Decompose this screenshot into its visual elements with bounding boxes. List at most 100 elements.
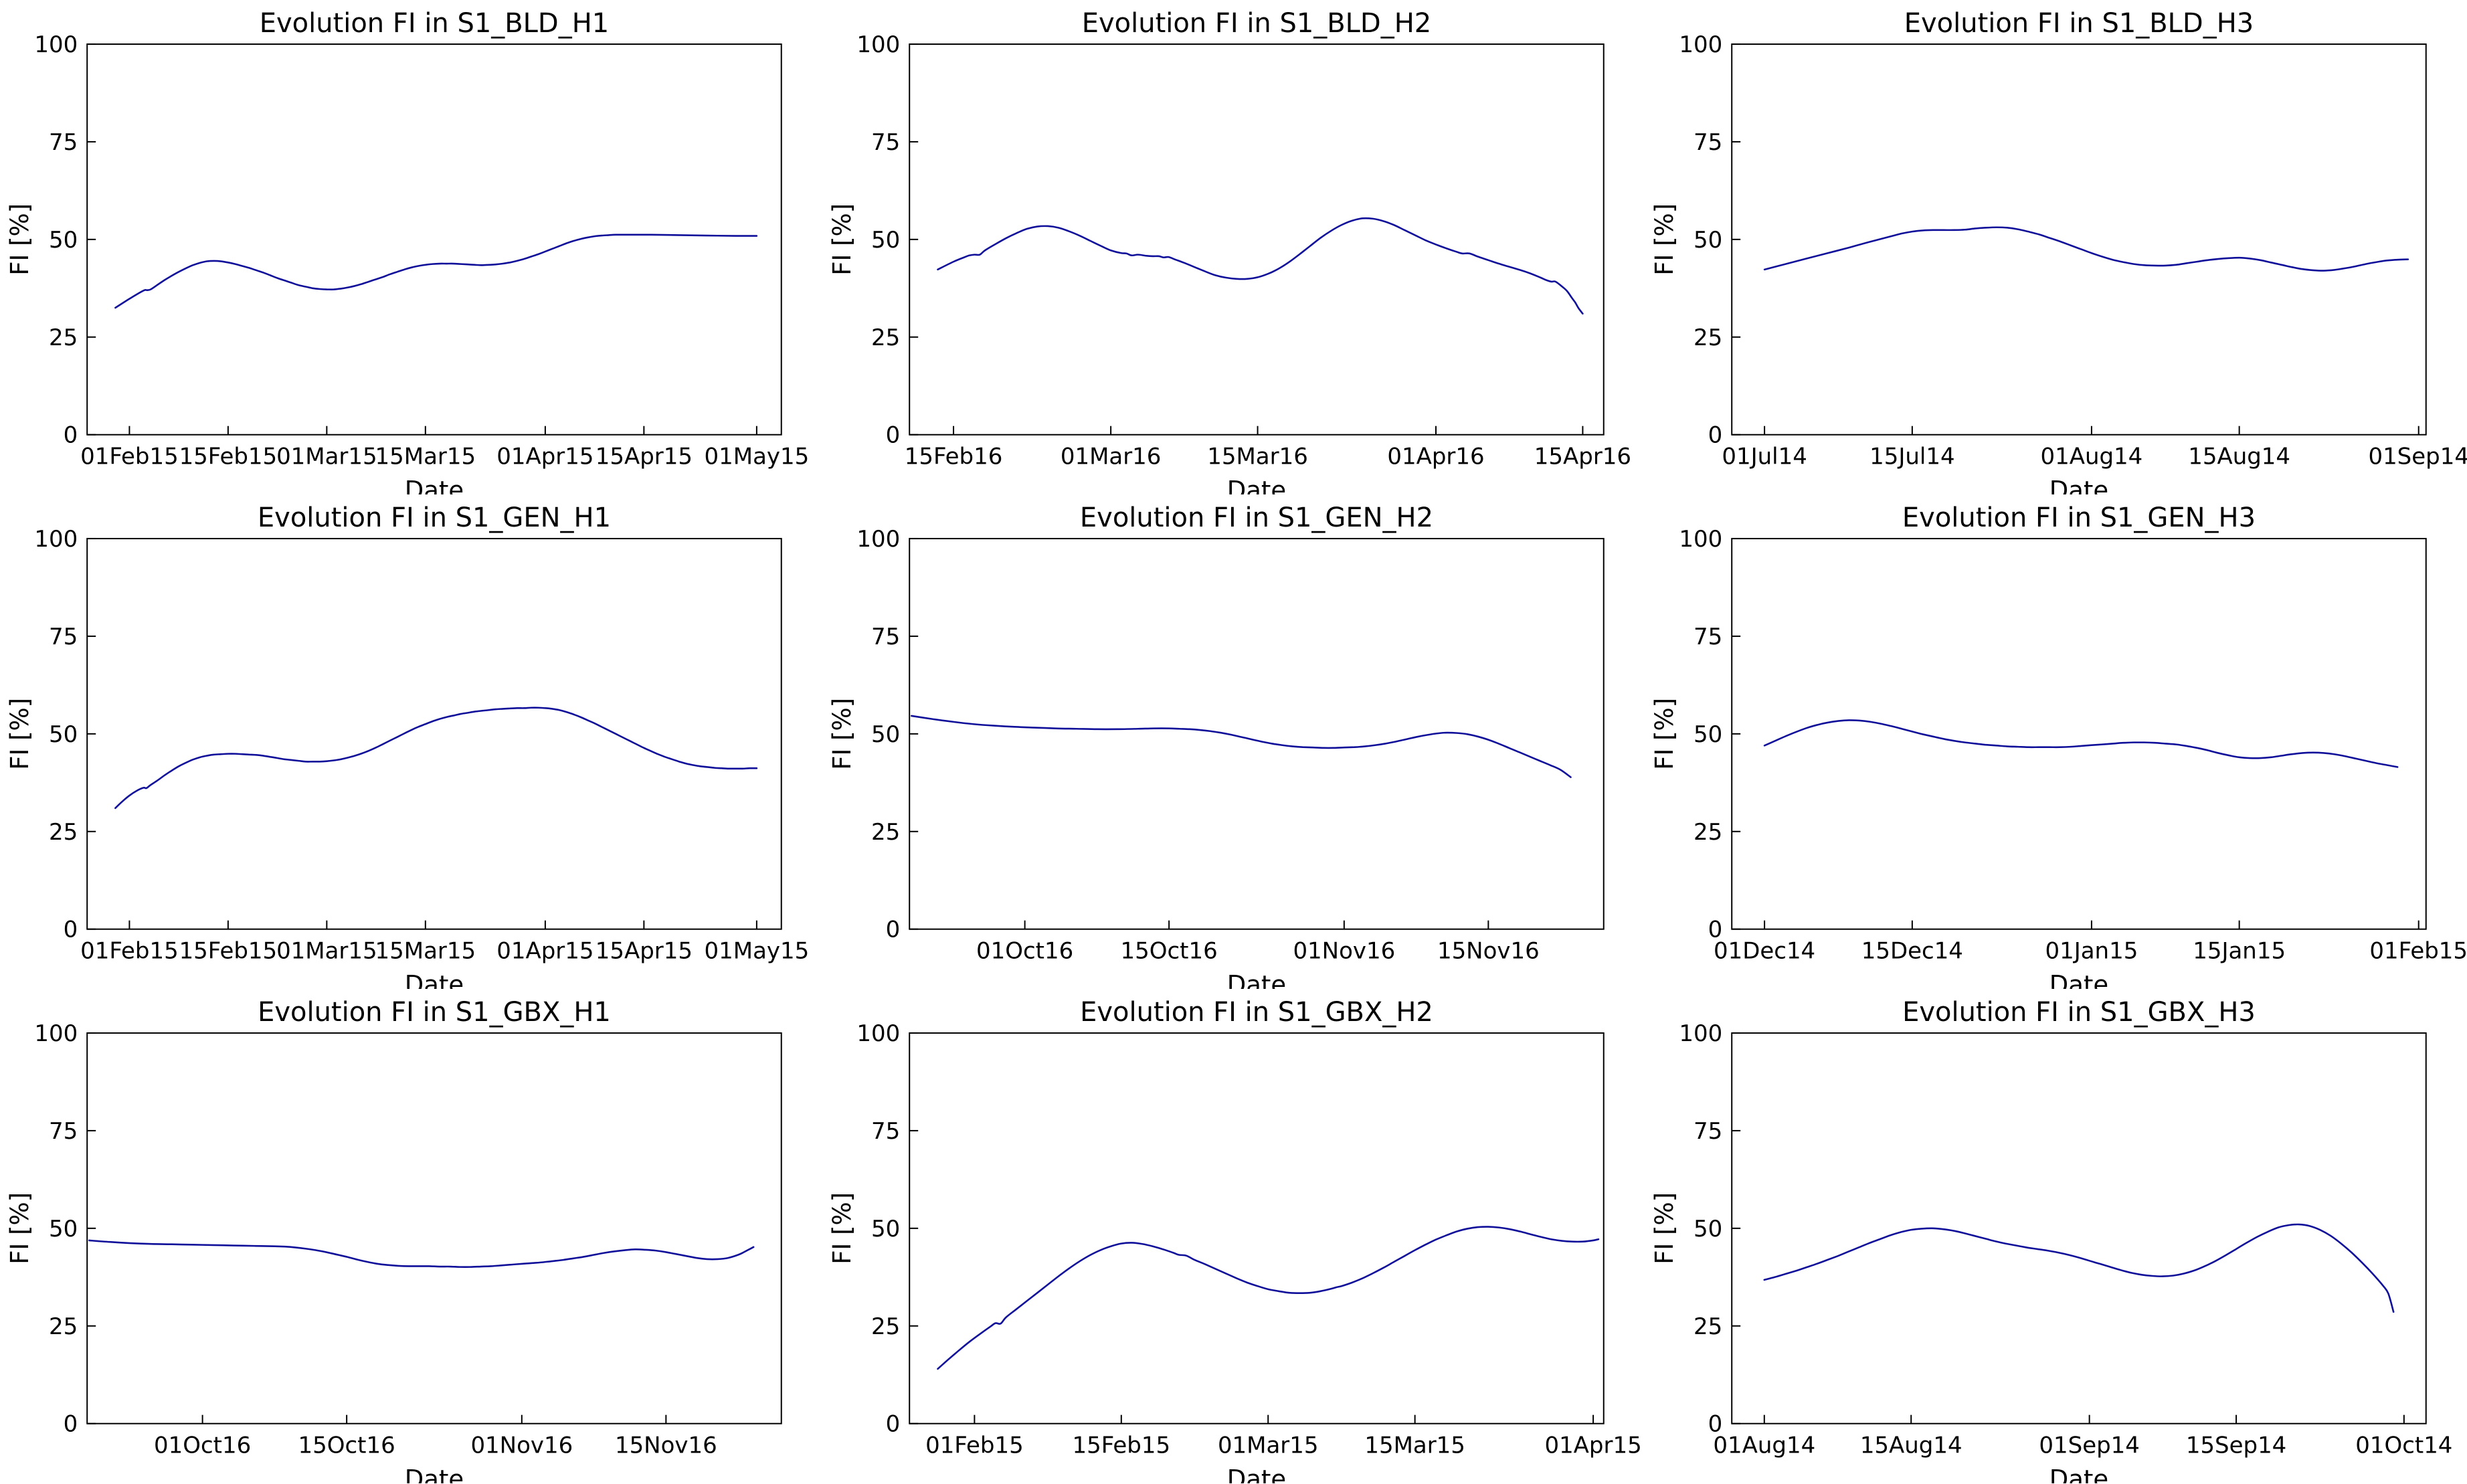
x-axis-label: Date [2049,971,2108,989]
chart-evolution-fi-in-s1-gbx-h2: Evolution FI in S1_GBX_H2 Date FI [%] 0 25 50… [822,989,1645,1483]
y-tick-label: 25 [871,819,900,846]
y-tick-label: 100 [856,1020,900,1047]
fi-series-line [937,217,1584,315]
y-tick-label: 0 [1708,917,1723,943]
x-tick-label: 15Apr15 [596,938,693,965]
x-tick-label: 01Jan15 [2045,938,2138,965]
y-tick-label: 100 [1679,526,1722,553]
chart-evolution-fi-in-s1-gbx-h1: Evolution FI in S1_GBX_H1 Date FI [%] 0 25 50… [0,989,822,1483]
chart-canvas: Evolution FI in S1_GBX_H2 Date FI [%] 0 25 50… [828,997,1641,1483]
chart-evolution-fi-in-s1-bld-h2: Evolution FI in S1_BLD_H2 Date FI [%] 0 25 50… [822,0,1645,494]
y-tick-label: 100 [1679,31,1722,58]
chart-title: Evolution FI in S1_GBX_H1 [258,997,611,1028]
y-tick-label: 50 [49,721,78,748]
x-tick-label: 01Oct16 [154,1432,251,1459]
y-tick-label: 100 [34,31,78,58]
y-axis-label: FI [%] [1650,1192,1679,1265]
chart-canvas: Evolution FI in S1_GEN_H1 Date FI [%] 0 25 50… [5,502,810,989]
x-tick-label: 15Feb15 [179,938,278,965]
chart-title: Evolution FI in S1_GEN_H3 [1902,502,2256,533]
x-tick-label: 01Sep14 [2039,1432,2139,1459]
x-tick-label: 01Jul14 [1722,444,1807,470]
y-tick-label: 50 [871,1216,900,1242]
y-tick-label: 0 [64,917,78,943]
y-tick-label: 100 [34,1020,78,1047]
x-tick-label: 15Feb15 [1073,1432,1171,1459]
x-tick-label: 01Apr16 [1387,444,1484,470]
plot-border [1731,43,2427,436]
x-tick-label: 01Dec14 [1714,938,1815,965]
chart-evolution-fi-in-s1-gen-h3: Evolution FI in S1_GEN_H3 Date FI [%] 0 25 50… [1645,494,2467,989]
y-tick-label: 75 [871,624,900,650]
chart-canvas: Evolution FI in S1_BLD_H1 Date FI [%] 0 25 50… [5,8,809,494]
x-tick-label: 01Aug14 [2041,444,2143,470]
y-tick-label: 100 [856,526,900,553]
y-tick-label: 25 [49,819,78,846]
y-tick-label: 75 [49,624,78,650]
y-axis-label: FI [%] [1650,203,1679,276]
y-tick-label: 75 [1694,129,1722,156]
y-tick-label: 0 [886,1411,901,1438]
chart-canvas: Evolution FI in S1_GBX_H1 Date FI [%] 0 25 50… [5,997,782,1483]
plot-border [86,1032,782,1424]
y-axis-label: FI [%] [5,1192,34,1265]
x-tick-label: 01Feb15 [2369,938,2467,965]
y-tick-label: 75 [871,1118,900,1145]
y-tick-label: 75 [1694,624,1722,650]
x-tick-label: 15Jul14 [1869,444,1954,470]
chart-title: Evolution FI in S1_GEN_H1 [258,502,611,533]
y-tick-label: 25 [1694,324,1722,351]
chart-canvas: Evolution FI in S1_GEN_H3 Date FI [%] 0 25 50… [1650,502,2467,989]
x-axis-label: Date [1227,971,1286,989]
x-tick-label: 15Aug14 [2188,444,2290,470]
fi-series-line [1763,719,2399,768]
x-tick-label: 15Mar16 [1207,444,1308,470]
fi-series-line [1763,226,2409,272]
x-tick-label: 01Feb15 [925,1432,1024,1459]
fi-series-line [1763,1223,2395,1313]
y-tick-label: 25 [1694,1313,1722,1340]
x-tick-label: 01Mar16 [1061,444,1162,470]
y-tick-label: 0 [1708,1411,1723,1438]
y-tick-label: 0 [886,422,901,449]
fi-series-line [911,715,1572,778]
chart-title: Evolution FI in S1_GBX_H2 [1080,997,1433,1028]
y-axis-label: FI [%] [1650,698,1679,770]
plot-border [86,43,782,436]
x-tick-label: 15Oct16 [1121,938,1218,965]
x-tick-label: 01Mar15 [276,444,377,470]
y-tick-label: 75 [1694,1118,1722,1145]
y-tick-label: 0 [64,422,78,449]
plot-border [86,537,782,930]
x-tick-label: 15Feb15 [179,444,278,470]
y-tick-label: 25 [49,1313,78,1340]
y-tick-label: 75 [871,129,900,156]
x-tick-label: 01May15 [705,938,810,965]
y-tick-label: 100 [34,526,78,553]
y-tick-label: 25 [871,324,900,351]
y-tick-label: 0 [64,1411,78,1438]
x-tick-label: 01Mar15 [276,938,377,965]
x-tick-label: 15Nov16 [615,1432,717,1459]
x-tick-label: 15Feb16 [905,444,1003,470]
x-tick-label: 01Oct16 [976,938,1073,965]
fi-series-line [114,234,758,309]
x-tick-label: 15Aug14 [1860,1432,1962,1459]
chart-canvas: Evolution FI in S1_GBX_H3 Date FI [%] 0 25 50… [1650,997,2452,1483]
fi-series-line [937,1226,1600,1370]
y-tick-label: 25 [871,1313,900,1340]
chart-evolution-fi-in-s1-gen-h2: Evolution FI in S1_GEN_H2 Date FI [%] 0 25 50… [822,494,1645,989]
y-axis-label: FI [%] [828,1192,856,1265]
y-axis-label: FI [%] [5,698,34,770]
x-tick-label: 15Jan15 [2193,938,2286,965]
chart-canvas: Evolution FI in S1_BLD_H3 Date FI [%] 0 25 50… [1650,8,2467,494]
chart-evolution-fi-in-s1-bld-h1: Evolution FI in S1_BLD_H1 Date FI [%] 0 25 50… [0,0,822,494]
y-tick-label: 25 [1694,819,1722,846]
x-tick-label: 01Apr15 [496,444,593,470]
y-axis-label: FI [%] [828,203,856,276]
x-tick-label: 01Feb15 [80,444,179,470]
x-tick-label: 15Nov16 [1437,938,1540,965]
chart-evolution-fi-in-s1-gen-h1: Evolution FI in S1_GEN_H1 Date FI [%] 0 25 50… [0,494,822,989]
plot-border [909,43,1605,436]
